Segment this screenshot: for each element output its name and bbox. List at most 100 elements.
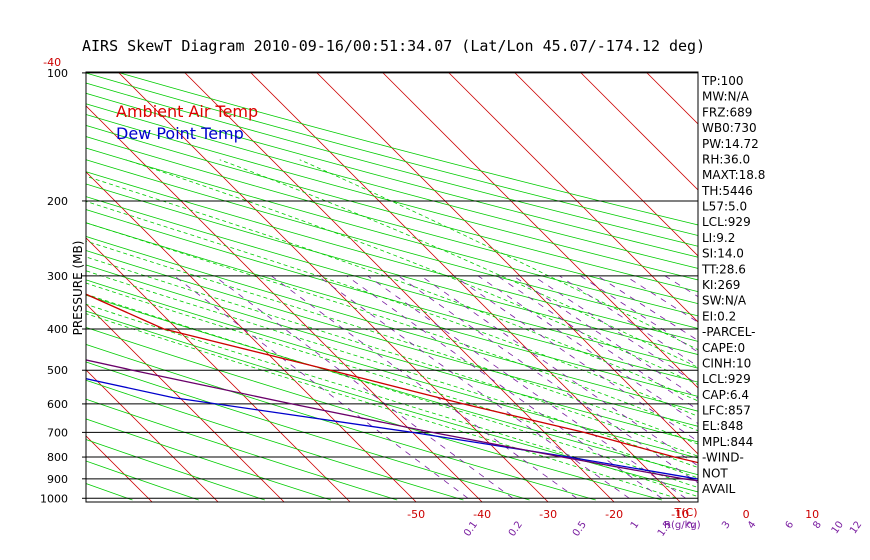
isotherm-line <box>513 72 698 257</box>
dry-adiabat-line <box>86 72 698 236</box>
index-item: SW:N/A <box>702 294 747 308</box>
grid-lines <box>0 72 698 502</box>
dry-adiabat-line <box>86 82 698 247</box>
index-item: PW:14.72 <box>702 137 759 151</box>
index-item: LI:9.2 <box>702 231 735 245</box>
dry-adiabat-line <box>86 327 663 501</box>
isotherm-line <box>579 72 698 191</box>
dry-adiabat-line <box>86 114 698 281</box>
index-item: LFC:857 <box>702 404 751 418</box>
dry-adiabat-line <box>86 136 698 305</box>
index-item: MPL:844 <box>702 435 753 449</box>
isotherm-line <box>86 105 483 502</box>
dry-adiabat-line <box>86 250 698 427</box>
mixing-ratio-label: 2 <box>685 519 698 531</box>
index-item: TH:5446 <box>701 184 753 198</box>
dry-adiabat-line <box>86 344 596 501</box>
chart-title: AIRS SkewT Diagram 2010-09-16/00:51:34.0… <box>82 37 705 55</box>
index-item: FRZ:689 <box>702 105 752 119</box>
mixing-ratio-label: 0.1 <box>462 519 480 538</box>
dry-adiabat-line <box>86 418 332 501</box>
pressure-tick-label: 900 <box>47 473 68 486</box>
index-item: SI:14.0 <box>702 247 744 261</box>
mixing-ratio-line <box>497 275 698 411</box>
bottom-temp-tick-label: -50 <box>407 508 425 521</box>
index-item: EL:848 <box>702 419 743 433</box>
mixing-ratio-line <box>398 275 698 484</box>
temp-unit-label: T(C) <box>674 506 698 519</box>
index-item: EI:0.2 <box>702 309 736 323</box>
bottom-temp-tick-label: -20 <box>605 508 623 521</box>
isotherm-line <box>0 72 20 502</box>
mixing-ratio-label: 3 <box>720 519 733 531</box>
dry-adiabat-line <box>86 147 698 317</box>
mixing-ratio-label: 0.2 <box>507 519 525 538</box>
isotherm-line <box>381 72 698 389</box>
mixing-ratio-line <box>559 275 698 367</box>
dry-adiabat-line <box>86 183 698 355</box>
mixing-ratio-line <box>346 275 663 499</box>
top-temp-tick-label: -40 <box>43 56 61 69</box>
index-item: KI:269 <box>702 278 740 292</box>
index-item: MW:N/A <box>702 90 750 104</box>
dry-adiabat-line <box>86 222 698 397</box>
mixing-ratio-line <box>580 275 698 353</box>
legend-air-temp: Ambient Air Temp <box>116 102 258 121</box>
mixing-ratio-label: 1 <box>629 519 642 531</box>
mixing-ratio-label: 12 <box>848 519 864 536</box>
index-item: NOT <box>702 466 728 480</box>
pressure-tick-label: 500 <box>47 364 68 377</box>
series-line-parcel <box>86 359 698 482</box>
pressure-tick-label: 400 <box>47 323 68 336</box>
isotherm-line <box>183 72 615 502</box>
mixing-ratio-label: 10 <box>830 519 846 536</box>
dry-adiabat-line <box>86 361 530 501</box>
mixing-ratio-label: 8 <box>811 519 824 531</box>
dry-adiabat-line <box>86 236 698 412</box>
pressure-tick-label: 100 <box>47 67 68 80</box>
index-item: WB0:730 <box>702 121 757 135</box>
dry-adiabat-line <box>86 171 698 342</box>
axes: 1002003004005006007008009001000-120-110-… <box>40 56 864 539</box>
mixing-ratio-label: 4 <box>746 519 759 531</box>
dry-adiabat-line <box>86 159 698 329</box>
index-item: CAP:6.4 <box>702 388 749 402</box>
pressure-tick-label: 600 <box>47 398 68 411</box>
dry-adiabat-line <box>86 124 698 293</box>
dry-adiabat-line <box>86 103 698 269</box>
index-item: AVAIL <box>702 482 736 496</box>
index-item: -WIND- <box>702 451 744 465</box>
isotherm-line <box>86 369 219 502</box>
index-item: RH:36.0 <box>702 152 750 166</box>
pressure-tick-label: 1000 <box>40 492 68 505</box>
pressure-tick-label: 200 <box>47 195 68 208</box>
profiles <box>86 293 698 482</box>
y-axis-label: PRESSURE (MB) <box>71 241 85 336</box>
index-item: CINH:10 <box>702 356 751 370</box>
moist-adiabat-line <box>86 303 698 498</box>
dry-adiabat-line <box>86 92 698 258</box>
dry-adiabat-line <box>86 294 698 476</box>
bottom-temp-tick-label: 0 <box>743 508 750 521</box>
series-line-ambient-air-temp <box>86 293 698 464</box>
moist-adiabat-line <box>86 256 698 457</box>
dry-adiabat-line <box>86 310 698 493</box>
mixing-ratio-line <box>597 275 698 341</box>
index-item: L57:5.0 <box>702 200 747 214</box>
legend-dew-point: Dew Point Temp <box>116 124 244 143</box>
isotherm-line <box>86 303 285 502</box>
mixing-ratio-line <box>317 275 630 499</box>
moist-adiabat-line <box>86 313 677 499</box>
moist-adiabat-line <box>86 282 698 479</box>
index-item: LCL:929 <box>702 215 751 229</box>
mixing-ratio-line <box>477 275 698 425</box>
index-item: LCL:929 <box>702 372 751 386</box>
isotherm-line <box>249 72 681 502</box>
index-item: CAPE:0 <box>702 341 745 355</box>
index-item: MAXT:18.8 <box>702 168 765 182</box>
mixing-ratio-line <box>367 275 686 499</box>
plot-frame <box>85 71 699 503</box>
dry-adiabat-line <box>86 209 698 383</box>
series-line-dew-point-temp <box>86 378 698 480</box>
bottom-temp-tick-label: 10 <box>805 508 819 521</box>
